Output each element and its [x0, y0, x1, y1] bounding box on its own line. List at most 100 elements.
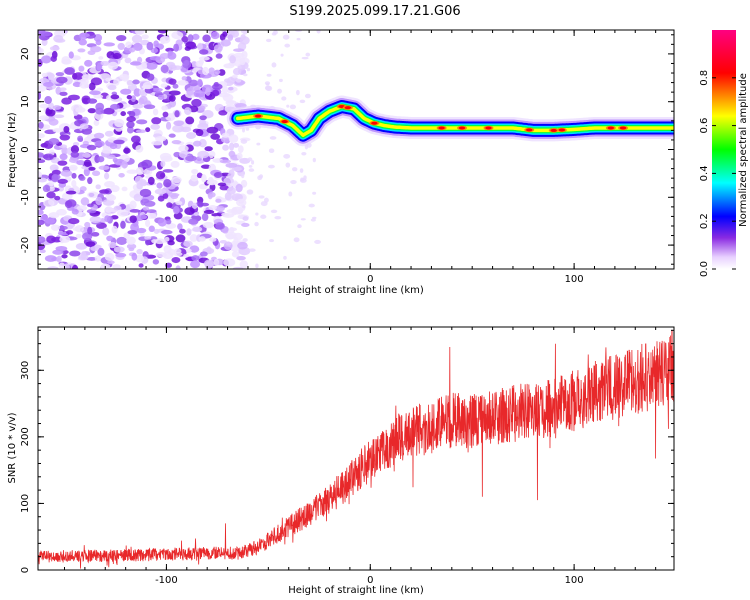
noise-blob: [73, 141, 80, 147]
x-tick-label: -100: [155, 274, 178, 285]
noise-blob: [138, 88, 145, 96]
noise-blob: [77, 135, 84, 142]
noise-blob: [116, 34, 127, 42]
noise-blob: [80, 197, 90, 206]
spectrogram-x-ticks: -100 0 100: [64, 30, 657, 285]
noise-blob: [72, 227, 80, 231]
noise-blob: [80, 251, 87, 260]
noise-blob: [214, 103, 224, 112]
noise-blob: [75, 107, 86, 113]
noise-blob: [98, 165, 110, 171]
noise-blob: [38, 30, 46, 36]
noise-blob: [138, 263, 144, 268]
noise-blob: [117, 42, 125, 51]
noise-blob: [46, 191, 56, 199]
noise-blob: [220, 136, 230, 143]
noise-blob: [210, 133, 220, 140]
noise-blob: [177, 223, 183, 231]
noise-blob: [107, 194, 117, 201]
noise-blob: [112, 264, 121, 269]
noise-blob: [56, 76, 68, 84]
noise-blob: [61, 254, 68, 259]
noise-blob: [229, 55, 236, 64]
noise-blob: [96, 62, 103, 71]
noise-blob: [88, 82, 96, 91]
noise-blob: [237, 241, 248, 250]
noise-blob: [246, 189, 254, 195]
noise-blob: [120, 111, 126, 117]
noise-blob: [174, 110, 180, 118]
colorbar-tick-label: 0.6: [699, 118, 710, 134]
noise-blob: [68, 94, 80, 101]
noise-blob: [85, 241, 96, 247]
noise-blob: [263, 197, 269, 203]
spectrogram-x-label: Height of straight line (km): [288, 285, 424, 296]
noise-blob: [106, 235, 114, 242]
noise-blob: [98, 56, 104, 60]
noise-blob: [170, 160, 180, 168]
noise-blob: [186, 87, 194, 96]
noise-blob: [236, 255, 246, 261]
noise-blob: [235, 183, 243, 193]
noise-blob: [213, 44, 223, 53]
noise-blob: [248, 164, 253, 168]
noise-blob: [129, 209, 141, 213]
noise-blob: [198, 236, 206, 242]
noise-blob: [199, 115, 207, 121]
ridge-peak: [550, 128, 557, 132]
noise-blob: [225, 162, 238, 168]
noise-blob: [221, 85, 229, 95]
noise-blob: [226, 187, 236, 195]
noise-blob: [189, 234, 198, 242]
snr-y-label: SNR (10 * v/v): [7, 412, 18, 483]
noise-blob: [299, 99, 306, 104]
noise-blob: [41, 124, 51, 130]
noise-blob: [136, 248, 143, 255]
noise-blob: [78, 39, 87, 46]
noise-blob: [215, 222, 225, 230]
noise-blob: [107, 84, 117, 91]
noise-blob: [214, 205, 225, 212]
noise-blob: [59, 134, 71, 141]
noise-blob: [133, 42, 143, 51]
noise-blob: [157, 195, 165, 202]
spectrogram-y-ticks: -20 -10 0 10 20: [20, 34, 674, 265]
noise-blob: [189, 245, 200, 253]
noise-blob: [43, 199, 55, 208]
noise-blob: [106, 154, 116, 160]
noise-blob: [45, 108, 56, 117]
noise-blob: [240, 139, 248, 144]
x-tick-label: 100: [565, 575, 584, 586]
noise-blob: [184, 46, 191, 51]
snr-series-line: [38, 329, 674, 569]
noise-blob: [47, 102, 54, 110]
noise-blob: [151, 140, 164, 146]
noise-blob: [100, 60, 110, 66]
noise-blob: [232, 142, 240, 148]
noise-blob: [146, 41, 154, 51]
noise-blob: [126, 94, 132, 100]
noise-blob: [111, 225, 118, 234]
noise-blob: [58, 262, 65, 269]
noise-blob: [227, 172, 234, 179]
noise-blob: [314, 239, 321, 245]
noise-blob: [129, 215, 137, 223]
noise-blob: [191, 169, 199, 175]
noise-blob: [57, 225, 68, 231]
noise-blob: [242, 30, 248, 35]
y-tick-label: 300: [20, 361, 31, 380]
noise-blob: [170, 193, 179, 200]
noise-blob: [75, 233, 82, 239]
noise-blob: [219, 185, 229, 191]
noise-blob: [59, 153, 68, 161]
x-tick-label: 0: [367, 575, 373, 586]
noise-blob: [195, 60, 204, 68]
noise-blob: [59, 87, 67, 91]
noise-blob: [229, 142, 235, 151]
noise-blob: [136, 119, 148, 125]
noise-blob: [93, 132, 105, 139]
noise-blob: [81, 128, 93, 135]
noise-blob: [152, 108, 159, 116]
noise-blob: [115, 252, 127, 258]
noise-blob: [255, 263, 259, 269]
